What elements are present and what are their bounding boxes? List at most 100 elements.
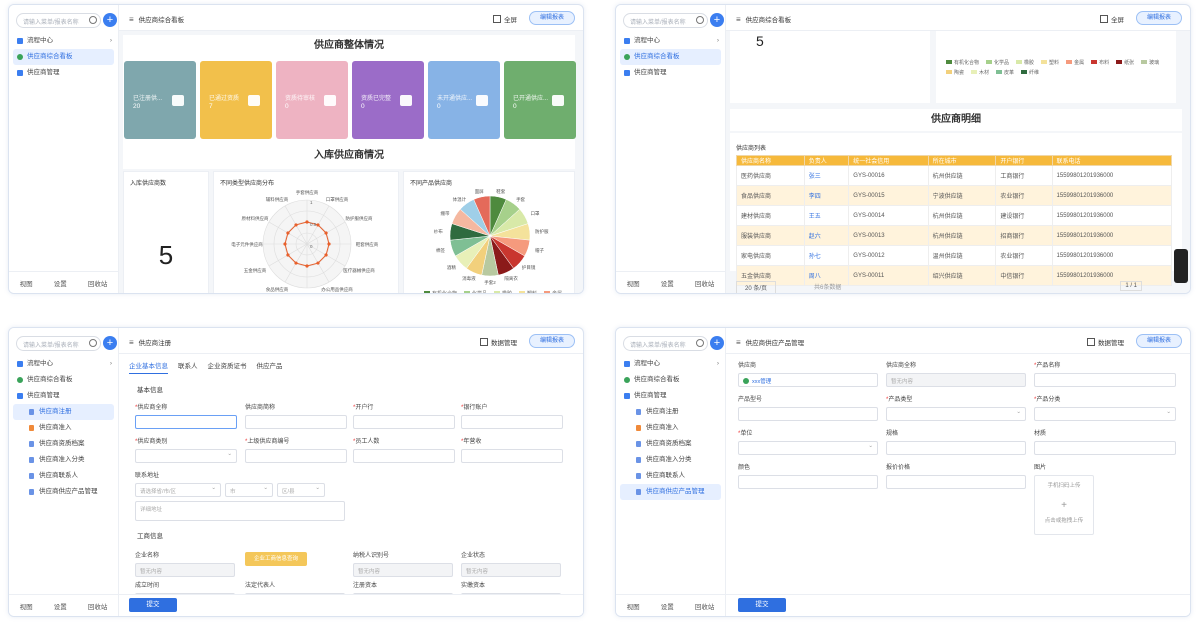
data-manage-button[interactable]: 数据管理	[480, 337, 517, 347]
settings-button[interactable]: 设置	[660, 603, 674, 611]
search-icon[interactable]	[696, 16, 704, 24]
menu-manage[interactable]: 供应商管理	[616, 65, 725, 81]
bank-input[interactable]	[353, 415, 455, 429]
data-manage-button[interactable]: 数据管理	[1087, 337, 1124, 347]
search-input[interactable]: 请输入菜单/报表名称	[623, 13, 708, 28]
unit-select[interactable]	[738, 441, 878, 455]
stat-card[interactable]: 已开通供应... 0	[504, 61, 576, 139]
account-input[interactable]	[461, 415, 563, 429]
edit-report-button[interactable]: 编辑报表	[1136, 11, 1182, 25]
menu-contact[interactable]: 供应商联系人	[9, 468, 118, 484]
search-input[interactable]: 请输入菜单/报表名称	[16, 336, 101, 351]
menu-qual[interactable]: 供应商资质档案	[9, 436, 118, 452]
legend-item[interactable]: 有机化合物	[946, 59, 979, 66]
radar-point[interactable]	[327, 242, 331, 246]
type-select[interactable]	[886, 407, 1026, 421]
view-button[interactable]: 视图	[19, 603, 33, 611]
stat-card[interactable]: 已通过资质 7	[200, 61, 272, 139]
submit-button[interactable]: 提交	[738, 598, 786, 612]
menu-qual[interactable]: 供应商资质档案	[616, 436, 725, 452]
search-input[interactable]: 请输入菜单/报表名称	[623, 336, 708, 351]
staff-input[interactable]	[353, 449, 455, 463]
legend-item[interactable]: 塑料	[519, 290, 537, 293]
menu-flow[interactable]: 流程中心 ›	[616, 33, 725, 49]
menu-manage[interactable]: 供应商管理	[616, 388, 725, 404]
legend-item[interactable]: 有机化合物	[424, 290, 457, 293]
search-input[interactable]: 请输入菜单/报表名称	[16, 13, 101, 28]
upload-area[interactable]: 手机扫码上传 + 点击或拖拽上传	[1034, 475, 1094, 535]
table-row[interactable]: 食品供应商 李四 GYS-00015 宁波供应链 农业银行 155998012019360…	[736, 185, 1173, 206]
menu-flow[interactable]: 流程中心 ›	[616, 356, 725, 372]
fullscreen-button[interactable]: 全屏	[1100, 14, 1124, 24]
legend-item[interactable]: 玻璃	[1141, 59, 1159, 66]
legend-item[interactable]: 橡胶	[1016, 59, 1034, 66]
settings-button[interactable]: 设置	[660, 280, 674, 288]
recycle-button[interactable]: 回收站	[694, 603, 715, 611]
radar-point[interactable]	[305, 264, 309, 268]
class-select[interactable]	[1034, 407, 1176, 421]
radar-point[interactable]	[283, 242, 287, 246]
product-name-input[interactable]	[1034, 373, 1176, 387]
menu-access[interactable]: 供应商准入分类	[9, 452, 118, 468]
district-select[interactable]: 区/县	[277, 483, 325, 497]
pie-slice[interactable]	[473, 195, 491, 237]
menu-flow[interactable]: 流程中心 ›	[9, 33, 118, 49]
stat-card[interactable]: 已注册供... 20	[124, 61, 196, 139]
legend-item[interactable]: 化学品	[986, 59, 1009, 66]
status-input[interactable]: 暂无内容	[461, 563, 561, 577]
address-textarea[interactable]: 详细地址	[135, 501, 345, 521]
settings-button[interactable]: 设置	[53, 280, 67, 288]
biz-name-input[interactable]: 暂无内容	[135, 563, 235, 577]
supplier-select[interactable]: xxx管理	[738, 373, 878, 387]
tab-basic[interactable]: 企业基本信息	[129, 360, 168, 374]
tab-product[interactable]: 供应产品	[256, 363, 283, 370]
table-header-cell[interactable]: 负责人	[803, 155, 850, 166]
short-name-input[interactable]	[245, 415, 347, 429]
table-cell[interactable]: 李四	[803, 185, 850, 206]
menu-access[interactable]: 供应商准入分类	[616, 452, 725, 468]
table-row[interactable]: 五金供应商 周八 GYS-00011 绍兴供应链 中信银行 155998012019360…	[736, 265, 1173, 286]
table-cell[interactable]: 孙七	[803, 245, 850, 266]
menu-contact[interactable]: 供应商联系人	[616, 468, 725, 484]
table-cell[interactable]: 王五	[803, 205, 850, 226]
table-cell[interactable]: 张三	[803, 165, 850, 186]
stat-card[interactable]: 资质已完整 0	[352, 61, 424, 139]
province-select[interactable]: 请选择省/市/区	[135, 483, 221, 497]
legend-item[interactable]: 纤维	[1021, 69, 1039, 76]
price-input[interactable]	[886, 475, 1026, 489]
table-header-cell[interactable]: 开户银行	[995, 155, 1053, 166]
menu-flow[interactable]: 流程中心 ›	[9, 356, 118, 372]
table-header-cell[interactable]: 供应商名称	[736, 155, 805, 166]
tab-contact[interactable]: 联系人	[178, 363, 198, 370]
add-button[interactable]: +	[103, 336, 117, 350]
legend-item[interactable]: 布料	[1091, 59, 1109, 66]
fullname-input[interactable]: 暂无内容	[886, 373, 1026, 387]
view-button[interactable]: 视图	[626, 280, 640, 288]
edit-report-button[interactable]: 编辑报表	[529, 334, 575, 348]
stat-card[interactable]: 未开通供应... 0	[428, 61, 500, 139]
search-icon[interactable]	[89, 339, 97, 347]
legend-item[interactable]: 橡胶	[494, 290, 512, 293]
radar-point[interactable]	[316, 261, 320, 265]
view-button[interactable]: 视图	[19, 280, 33, 288]
revenue-input[interactable]	[461, 449, 563, 463]
fullscreen-button[interactable]: 全屏	[493, 14, 517, 24]
stat-card[interactable]: 资质待审核 0	[276, 61, 348, 139]
float-toolbar[interactable]	[1174, 249, 1188, 283]
legend-item[interactable]: 木材	[971, 69, 989, 76]
table-header-cell[interactable]: 统一社会信用	[848, 155, 929, 166]
table-cell[interactable]: 周八	[803, 265, 850, 286]
page-size-select[interactable]: 20 条/页	[736, 281, 777, 293]
legend-item[interactable]: 金属	[1066, 59, 1084, 66]
legend-item[interactable]: 塑料	[1041, 59, 1059, 66]
menu-manage[interactable]: 供应商管理	[9, 388, 118, 404]
menu-product[interactable]: 供应商供应产品管理	[9, 484, 118, 500]
table-cell[interactable]: 赵六	[803, 225, 850, 246]
legend-item[interactable]: 金属	[544, 290, 562, 293]
material-input[interactable]	[1034, 441, 1176, 455]
legend-item[interactable]: 纸张	[1116, 59, 1134, 66]
parent-code-input[interactable]	[245, 449, 347, 463]
menu-register[interactable]: 供应商注册	[13, 404, 114, 420]
tax-id-input[interactable]: 暂无内容	[353, 563, 453, 577]
company-name-input[interactable]	[135, 415, 237, 429]
